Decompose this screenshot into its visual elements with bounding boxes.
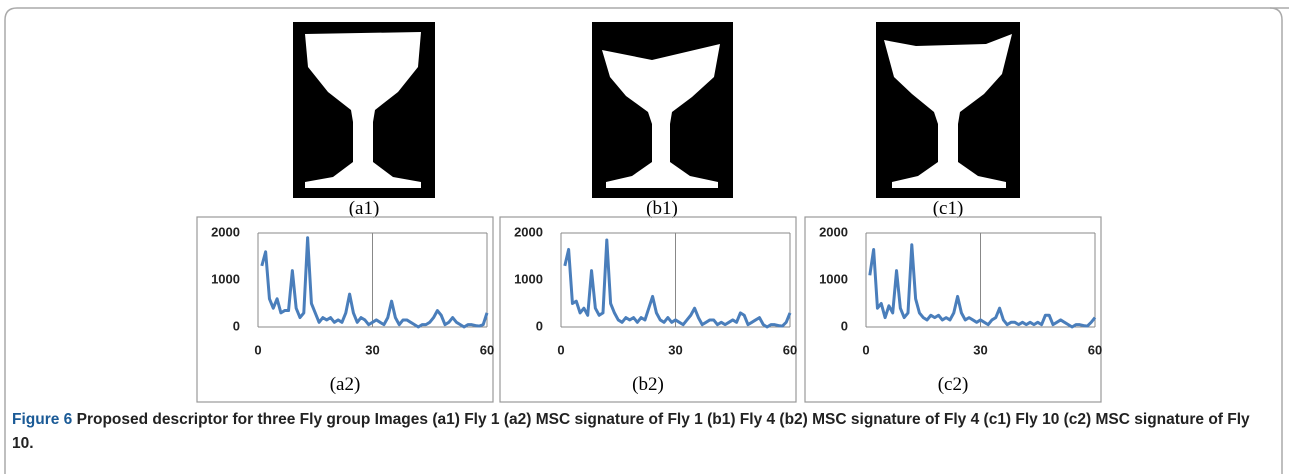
data-line: [565, 240, 790, 327]
x-tick-label: 0: [254, 342, 261, 357]
y-tick-label: 0: [536, 318, 543, 333]
y-tick-label: 2000: [514, 224, 543, 239]
y-tick-label: 0: [233, 318, 240, 333]
frame: [1270, 8, 1282, 474]
shape-image: [592, 22, 733, 198]
x-tick-label: 60: [480, 342, 494, 357]
caption-label: Figure 6: [12, 411, 72, 428]
caption-title: Proposed descriptor for three Fly group …: [77, 411, 428, 428]
x-tick-label: 30: [365, 342, 379, 357]
page: (a1) (b1) (c1) 0 1000 2000 0 30 60 (a2) 0 1000 20…: [0, 0, 1289, 474]
panel-label: (c1): [933, 198, 964, 219]
x-tick-label: 0: [557, 342, 564, 357]
x-tick-label: 30: [973, 342, 987, 357]
x-tick-label: 60: [1088, 342, 1102, 357]
y-tick-label: 0: [841, 318, 848, 333]
data-line: [262, 238, 487, 327]
y-tick-label: 1000: [211, 271, 240, 286]
chart-label: (a2): [330, 374, 361, 395]
chart-label: (b2): [632, 374, 664, 395]
shape-image: [293, 22, 435, 198]
data-line: [870, 245, 1095, 327]
y-tick-label: 2000: [211, 224, 240, 239]
chart-label: (c2): [938, 374, 969, 395]
x-tick-label: 0: [862, 342, 869, 357]
y-tick-label: 1000: [819, 271, 848, 286]
figure: (a1) (b1) (c1) 0 1000 2000 0 30 60 (a2) 0 1000 20…: [0, 0, 1289, 474]
panel-label: (a1): [349, 198, 380, 219]
panel-label: (b1): [646, 198, 678, 219]
x-tick-label: 60: [783, 342, 797, 357]
shape-image: [876, 22, 1020, 198]
x-tick-label: 30: [668, 342, 682, 357]
y-tick-label: 2000: [819, 224, 848, 239]
caption: Figure 6 Proposed descriptor for three F…: [12, 408, 1262, 456]
y-tick-label: 1000: [514, 271, 543, 286]
